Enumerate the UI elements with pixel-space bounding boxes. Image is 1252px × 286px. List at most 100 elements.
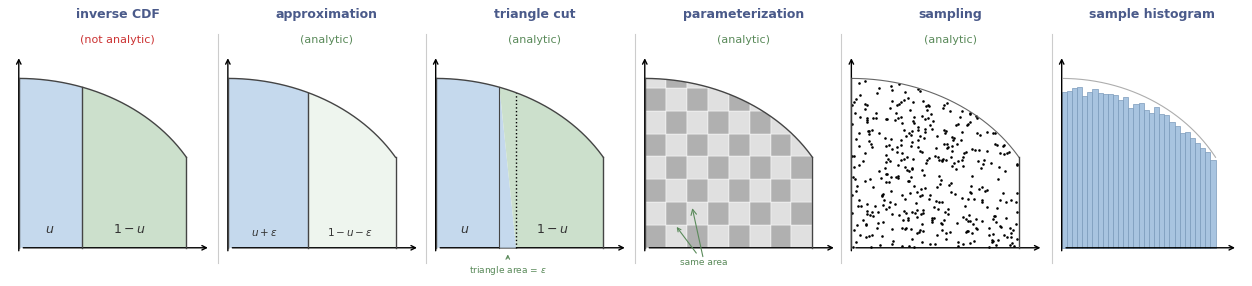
Point xyxy=(987,206,1007,210)
Point xyxy=(883,99,903,103)
Polygon shape xyxy=(666,179,686,202)
Point xyxy=(926,233,947,238)
Point xyxy=(930,182,950,187)
Point xyxy=(898,155,918,159)
Point xyxy=(855,235,875,240)
Point xyxy=(972,184,992,189)
Point xyxy=(846,96,866,101)
Point xyxy=(936,128,957,133)
Polygon shape xyxy=(1082,96,1087,248)
Point xyxy=(929,174,949,178)
Point xyxy=(934,141,954,146)
Point xyxy=(869,221,889,226)
Point xyxy=(943,137,963,142)
Point xyxy=(874,220,894,225)
Point xyxy=(894,128,914,132)
Point xyxy=(1007,210,1027,214)
Point xyxy=(846,136,866,141)
Polygon shape xyxy=(645,65,666,88)
Point xyxy=(875,180,895,185)
Point xyxy=(858,129,878,134)
Point xyxy=(953,157,973,162)
Point xyxy=(934,102,954,107)
Point xyxy=(859,128,879,133)
Polygon shape xyxy=(666,65,686,88)
Point xyxy=(848,184,868,188)
Point xyxy=(859,132,879,136)
Point xyxy=(913,222,933,226)
Point xyxy=(905,211,925,215)
Polygon shape xyxy=(1159,114,1164,248)
Polygon shape xyxy=(707,111,729,134)
Polygon shape xyxy=(666,225,686,248)
Point xyxy=(865,203,885,208)
Point xyxy=(885,174,905,179)
Point xyxy=(903,210,923,214)
Point xyxy=(928,133,948,138)
Point xyxy=(904,245,924,249)
Polygon shape xyxy=(770,202,791,225)
Point xyxy=(929,200,949,204)
Point xyxy=(870,176,890,181)
Polygon shape xyxy=(645,88,666,111)
Point xyxy=(853,218,873,222)
Polygon shape xyxy=(750,225,770,248)
Polygon shape xyxy=(645,156,666,179)
Point xyxy=(943,164,963,168)
Point xyxy=(958,197,978,201)
Point xyxy=(953,215,973,220)
Point xyxy=(938,144,958,149)
Point xyxy=(955,217,975,222)
Point xyxy=(934,218,954,222)
Point xyxy=(993,190,1013,195)
Polygon shape xyxy=(645,225,666,248)
Point xyxy=(967,130,987,135)
Point xyxy=(884,118,904,122)
Point xyxy=(899,169,919,173)
Polygon shape xyxy=(729,202,750,225)
Polygon shape xyxy=(770,179,791,202)
Point xyxy=(876,206,896,211)
Point xyxy=(843,193,863,197)
Point xyxy=(883,146,903,151)
Point xyxy=(865,116,885,120)
Point xyxy=(899,179,919,183)
Point xyxy=(931,158,952,163)
Point xyxy=(994,143,1014,147)
Point xyxy=(899,130,919,135)
Point xyxy=(883,212,903,216)
Point xyxy=(891,114,911,119)
Point xyxy=(894,156,914,161)
Point xyxy=(896,226,916,230)
Point xyxy=(881,241,901,246)
Point xyxy=(846,223,866,227)
Point xyxy=(913,99,933,104)
Point xyxy=(953,196,973,200)
Point xyxy=(970,165,990,170)
Point xyxy=(934,128,954,133)
Polygon shape xyxy=(436,78,500,248)
Polygon shape xyxy=(686,88,707,111)
Text: approximation: approximation xyxy=(275,8,378,21)
Point xyxy=(997,151,1017,156)
Polygon shape xyxy=(770,225,791,248)
Point xyxy=(880,200,900,204)
Point xyxy=(1005,222,1025,227)
Point xyxy=(931,158,952,162)
Point xyxy=(895,165,915,169)
Polygon shape xyxy=(791,179,813,202)
Point xyxy=(849,81,869,86)
Polygon shape xyxy=(729,225,750,248)
Point xyxy=(889,116,909,120)
Polygon shape xyxy=(750,156,770,179)
Point xyxy=(947,167,967,172)
Point xyxy=(958,219,978,223)
Point xyxy=(849,144,869,149)
Polygon shape xyxy=(686,202,707,225)
Polygon shape xyxy=(686,179,707,202)
Point xyxy=(866,111,886,116)
Point xyxy=(914,136,934,141)
Polygon shape xyxy=(1144,110,1149,248)
Polygon shape xyxy=(791,65,813,88)
Point xyxy=(942,143,962,148)
